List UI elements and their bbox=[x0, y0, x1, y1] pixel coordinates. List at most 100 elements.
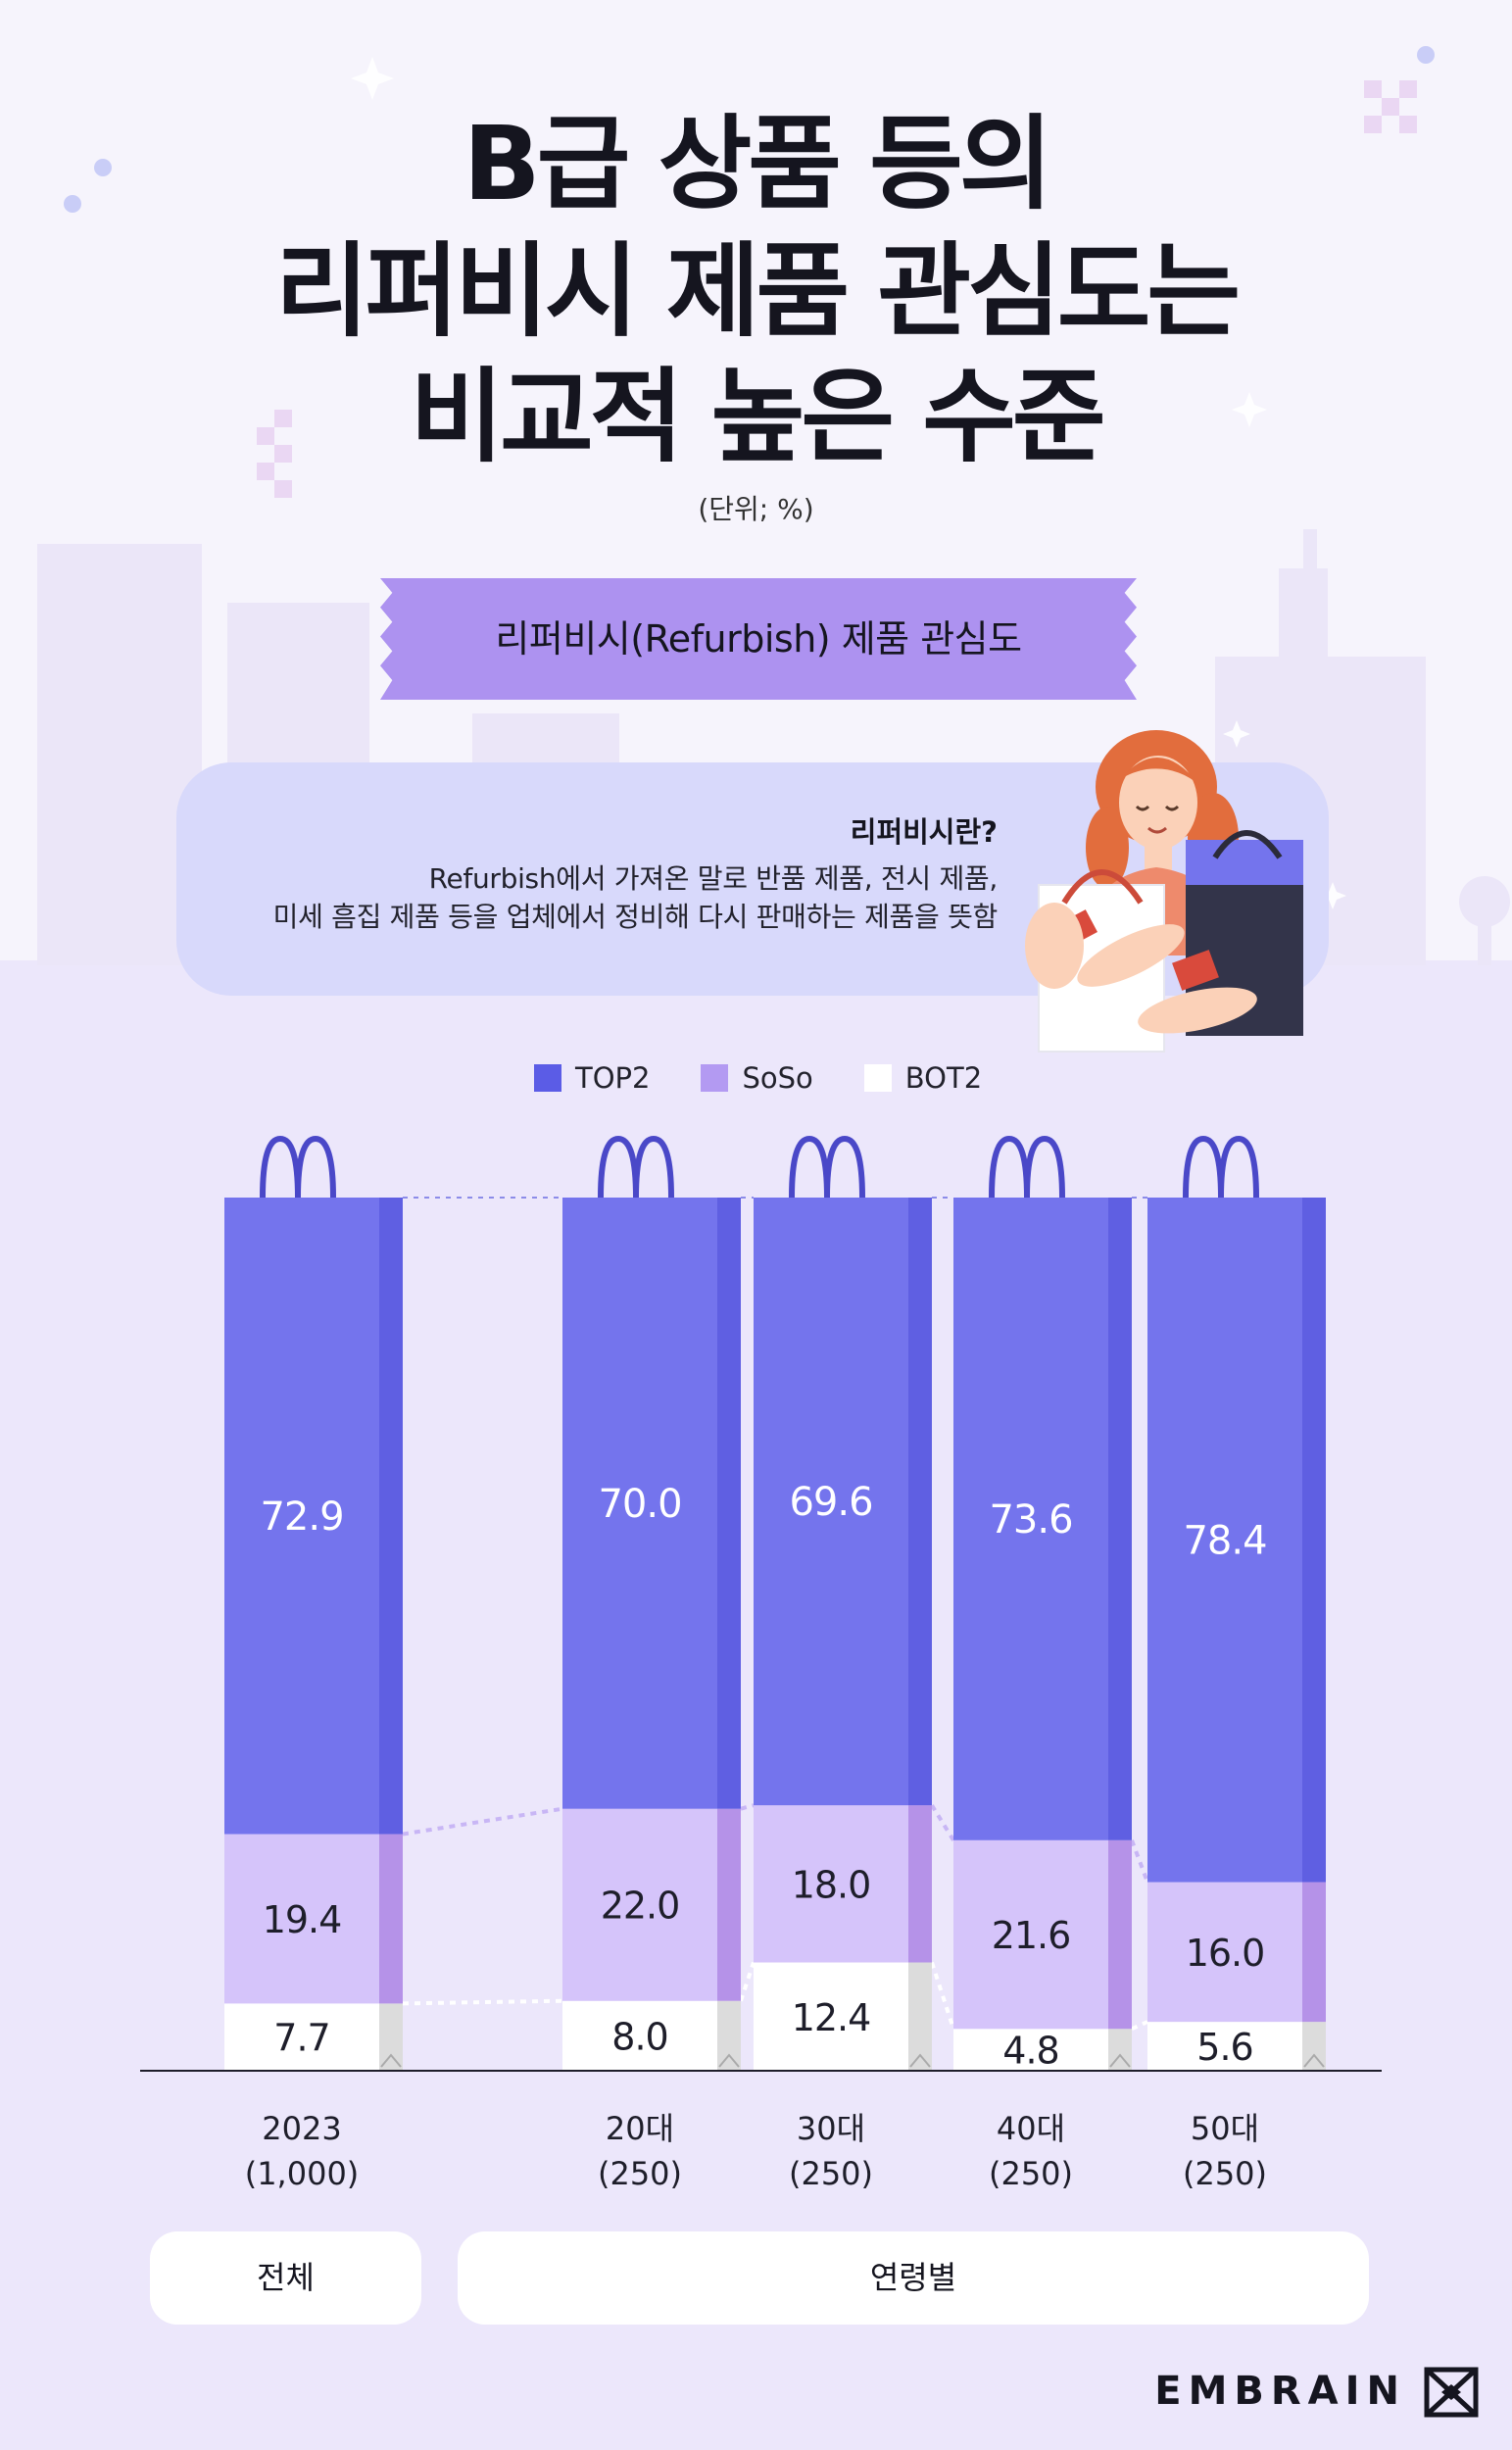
bag-handle bbox=[989, 1135, 1030, 1199]
category-sample-size: (250) bbox=[989, 2155, 1073, 2192]
legend-item-top2: TOP2 bbox=[534, 1061, 650, 1095]
connector-bot2 bbox=[1131, 2020, 1148, 2032]
category-label: 30대 bbox=[797, 2110, 865, 2147]
bar-side-soso-0 bbox=[379, 1834, 403, 2004]
bar-side-top2-2 bbox=[908, 1198, 932, 1806]
bar-top2-2 bbox=[754, 1198, 908, 1806]
connector-bot2 bbox=[930, 1961, 955, 2030]
bar-soso-3 bbox=[953, 1839, 1108, 2030]
data-label-soso: 21.6 bbox=[992, 1914, 1071, 1957]
data-label-soso: 22.0 bbox=[601, 1885, 680, 1928]
info-line-1: Refurbish에서 가져온 말로 반품 제품, 전시 제품, bbox=[428, 862, 999, 895]
unit-label: (단위; %) bbox=[698, 493, 814, 525]
chart-legend: TOP2 SoSo BOT2 bbox=[534, 1058, 1033, 1098]
data-label-top2: 73.6 bbox=[989, 1497, 1072, 1543]
bar-top2-1 bbox=[562, 1198, 717, 1809]
data-label-soso: 19.4 bbox=[263, 1898, 342, 1941]
title-line-3: 비교적 높은 수준 bbox=[410, 357, 1105, 476]
bag-handle bbox=[1024, 1135, 1065, 1199]
bar-top2-3 bbox=[953, 1198, 1108, 1840]
bar-soso-2 bbox=[754, 1805, 908, 1963]
bar-top2-4 bbox=[1147, 1198, 1302, 1883]
bar-bot2-2 bbox=[754, 1962, 908, 2071]
category-sample-size: (250) bbox=[789, 2155, 873, 2192]
bag-handle bbox=[598, 1135, 639, 1199]
connector-soso bbox=[930, 1804, 955, 1841]
legend-item-bot2: BOT2 bbox=[863, 1061, 983, 1095]
bar-side-bot2-4 bbox=[1302, 2022, 1326, 2071]
bar-side-top2-4 bbox=[1302, 1198, 1326, 1883]
data-label-bot2: 4.8 bbox=[1002, 2030, 1058, 2073]
category-sample-size: (250) bbox=[1183, 2155, 1267, 2192]
connector-bot2 bbox=[402, 1998, 563, 2006]
bar-bot2-3 bbox=[953, 2029, 1108, 2071]
data-label-top2: 72.9 bbox=[260, 1494, 343, 1540]
brand-logo-icon bbox=[1424, 2367, 1479, 2418]
bag-fold bbox=[909, 2053, 931, 2068]
legend-swatch-top2 bbox=[534, 1064, 561, 1092]
info-title: 리퍼비시란? bbox=[850, 815, 998, 849]
bar-side-soso-3 bbox=[1108, 1839, 1132, 2030]
data-label-soso: 18.0 bbox=[792, 1863, 871, 1906]
connector-soso bbox=[740, 1803, 755, 1811]
info-line-2: 미세 흠집 제품 등을 업체에서 정비해 다시 판매하는 제품을 뜻함 bbox=[272, 901, 999, 933]
category-label: 2023 bbox=[262, 2110, 341, 2147]
data-label-top2: 70.0 bbox=[598, 1482, 681, 1527]
bag-handle bbox=[1183, 1135, 1224, 1199]
bar-side-top2-1 bbox=[717, 1198, 741, 1809]
data-label-bot2: 8.0 bbox=[611, 2015, 667, 2058]
woman-with-shopping-bags-illustration bbox=[1025, 730, 1303, 1053]
legend-label-soso: SoSo bbox=[742, 1061, 813, 1095]
bag-handle bbox=[260, 1135, 301, 1199]
connector-bot2 bbox=[739, 1961, 756, 2002]
bar-soso-0 bbox=[224, 1834, 379, 2004]
data-label-bot2: 7.7 bbox=[273, 2017, 329, 2060]
group-total: 전체 bbox=[150, 2231, 421, 2325]
bag-fold bbox=[380, 2053, 402, 2068]
legend-label-top2: TOP2 bbox=[575, 1061, 651, 1095]
bar-bot2-4 bbox=[1147, 2022, 1302, 2071]
group-by-age: 연령별 bbox=[458, 2231, 1369, 2325]
stacked-bar-chart: 7.7 19.4 72.9 2023 (1,000) 8.0 22.0 70.0 20대 (250… bbox=[140, 1135, 1382, 2192]
category-sample-size: (1,000) bbox=[245, 2155, 360, 2192]
bag-fold bbox=[1303, 2053, 1325, 2068]
bag-handle bbox=[824, 1135, 865, 1199]
bag-handle bbox=[1218, 1135, 1259, 1199]
legend-swatch-soso bbox=[701, 1064, 729, 1092]
legend-label-bot2: BOT2 bbox=[904, 1061, 983, 1095]
bar-bot2-0 bbox=[224, 2003, 379, 2071]
category-label: 40대 bbox=[997, 2110, 1065, 2147]
connector-soso bbox=[1130, 1839, 1149, 1884]
bag-handle bbox=[789, 1135, 830, 1199]
bar-side-top2-3 bbox=[1108, 1198, 1132, 1840]
legend-item-soso: SoSo bbox=[701, 1061, 813, 1095]
title-line-2: 리퍼비시 제품 관심도는 bbox=[274, 231, 1241, 351]
bar-side-soso-1 bbox=[717, 1808, 741, 2001]
bar-side-bot2-0 bbox=[379, 2003, 403, 2071]
ribbon-label: 리퍼비시(Refurbish) 제품 관심도 bbox=[495, 617, 1022, 661]
data-label-bot2: 5.6 bbox=[1196, 2026, 1252, 2069]
bar-side-bot2-2 bbox=[908, 1962, 932, 2071]
brand-logo-text: EMBRAIN bbox=[1154, 2369, 1406, 2414]
bar-bot2-1 bbox=[562, 2000, 717, 2071]
bag-fold bbox=[718, 2053, 740, 2068]
data-label-top2: 69.6 bbox=[789, 1480, 872, 1525]
data-label-soso: 16.0 bbox=[1186, 1932, 1265, 1975]
bag-handle bbox=[633, 1135, 674, 1199]
legend-swatch-bot2 bbox=[863, 1064, 892, 1092]
data-label-top2: 78.4 bbox=[1183, 1518, 1266, 1563]
data-label-bot2: 12.4 bbox=[792, 1996, 871, 2039]
bar-side-soso-2 bbox=[908, 1805, 932, 1963]
bar-side-bot2-1 bbox=[717, 2000, 741, 2071]
category-label: 20대 bbox=[606, 2110, 674, 2147]
title-line-1: B급 상품 등의 bbox=[463, 104, 1052, 223]
bar-side-top2-0 bbox=[379, 1198, 403, 1835]
bag-fold bbox=[1109, 2053, 1131, 2068]
category-label: 50대 bbox=[1191, 2110, 1259, 2147]
ribbon-banner bbox=[380, 578, 1137, 700]
connector-soso bbox=[402, 1806, 563, 1837]
bar-soso-1 bbox=[562, 1808, 717, 2001]
category-sample-size: (250) bbox=[598, 2155, 682, 2192]
bar-soso-4 bbox=[1147, 1882, 1302, 2023]
bag-handle bbox=[295, 1135, 336, 1199]
